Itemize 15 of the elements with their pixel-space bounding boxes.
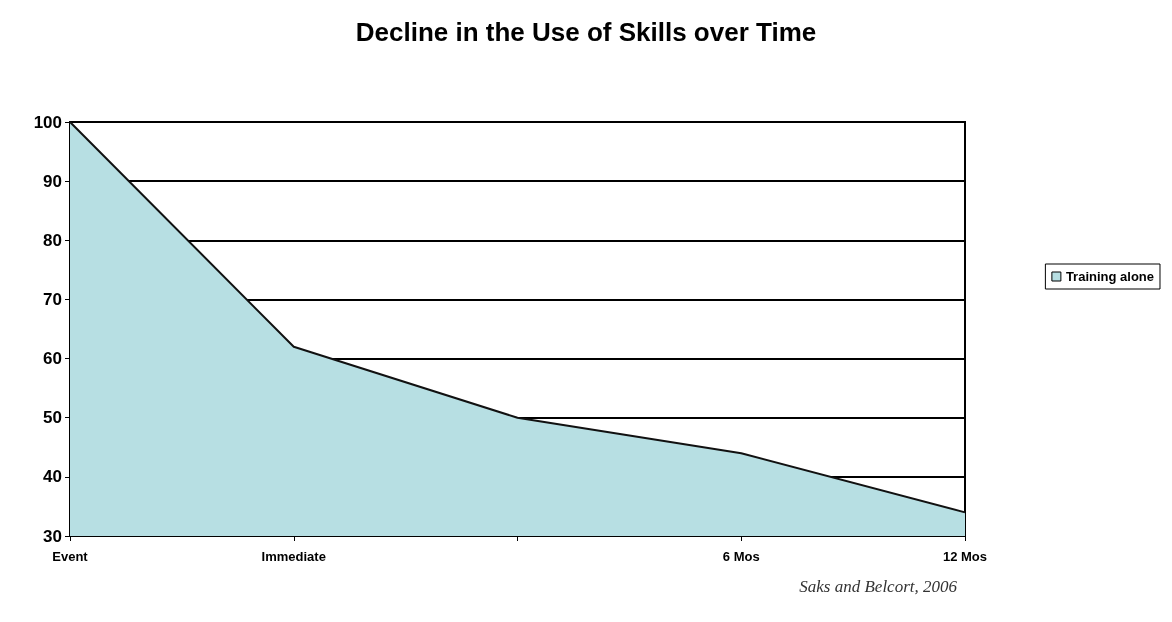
y-tick-label: 70 <box>43 289 62 309</box>
legend-label: Training alone <box>1065 269 1154 284</box>
y-tick-label: 40 <box>43 467 62 487</box>
y-tick-label: 100 <box>33 112 62 132</box>
chart-title: Decline in the Use of Skills over Time <box>355 17 817 47</box>
x-tick-label: Event <box>52 549 89 564</box>
y-tick-label: 30 <box>43 526 62 546</box>
x-tick-label: 12 Mos <box>942 549 988 564</box>
y-tick-label: 80 <box>43 230 62 250</box>
text: Saks and Belcort, 2006 <box>799 577 958 596</box>
y-tick-label: 90 <box>43 171 62 191</box>
y-tick-label: 50 <box>43 408 62 428</box>
y-tick-label: 60 <box>43 349 62 369</box>
x-tick-label: Immediate <box>261 549 326 564</box>
x-tick-label: 6 Mos <box>722 549 760 564</box>
